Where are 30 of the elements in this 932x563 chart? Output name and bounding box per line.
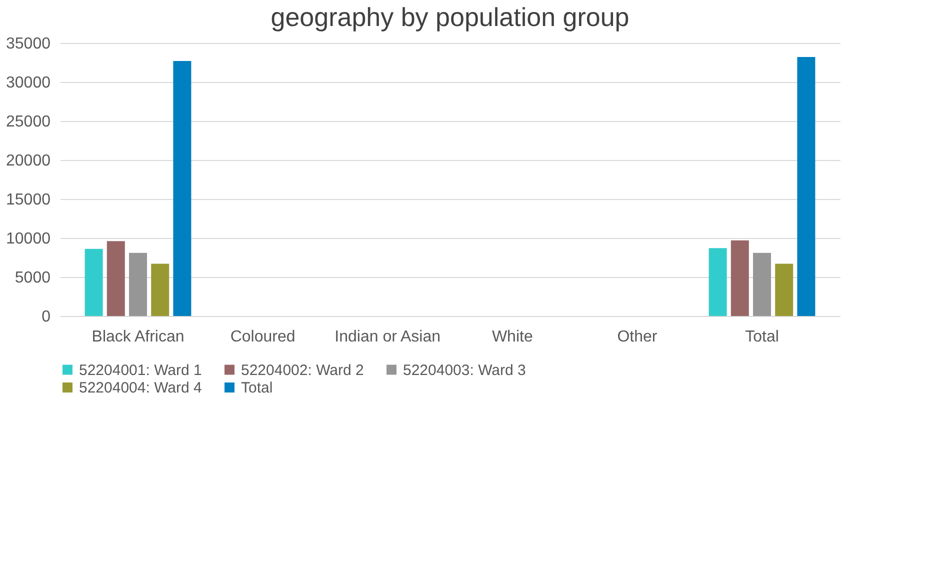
bar — [129, 252, 147, 316]
x-tick-label: Coloured — [230, 328, 296, 346]
bar — [775, 264, 794, 316]
x-tick-label: Total — [745, 328, 779, 346]
y-tick-label: 25000 — [6, 114, 51, 130]
y-tick-label: 15000 — [6, 192, 51, 208]
bar — [708, 248, 727, 316]
x-tick-label: White — [492, 328, 533, 346]
x-tick-label: Indian or Asian — [334, 328, 441, 346]
y-tick-label: 30000 — [6, 74, 51, 92]
bar — [797, 57, 816, 316]
bar — [173, 60, 192, 316]
legend-label: 52204001: Ward 1 — [79, 362, 202, 379]
bar — [753, 252, 771, 316]
bar — [151, 264, 170, 316]
x-tick-label: Other — [617, 328, 658, 346]
legend-label: 52204002: Ward 2 — [241, 362, 364, 379]
y-tick-label: 35000 — [6, 36, 51, 52]
legend-label: Total — [241, 380, 273, 396]
y-tick-label: 10000 — [6, 230, 51, 248]
y-tick-label: 0 — [42, 308, 51, 326]
legend-label: 52204004: Ward 4 — [79, 380, 202, 396]
chart-title: geography by population group — [270, 2, 630, 32]
bar — [84, 248, 103, 316]
bar — [106, 241, 125, 316]
bar — [730, 240, 749, 316]
legend-label: 52204003: Ward 3 — [403, 362, 526, 379]
y-tick-label: 20000 — [6, 152, 51, 170]
x-tick-label: Black African — [92, 328, 184, 346]
y-tick-label: 5000 — [14, 270, 51, 286]
